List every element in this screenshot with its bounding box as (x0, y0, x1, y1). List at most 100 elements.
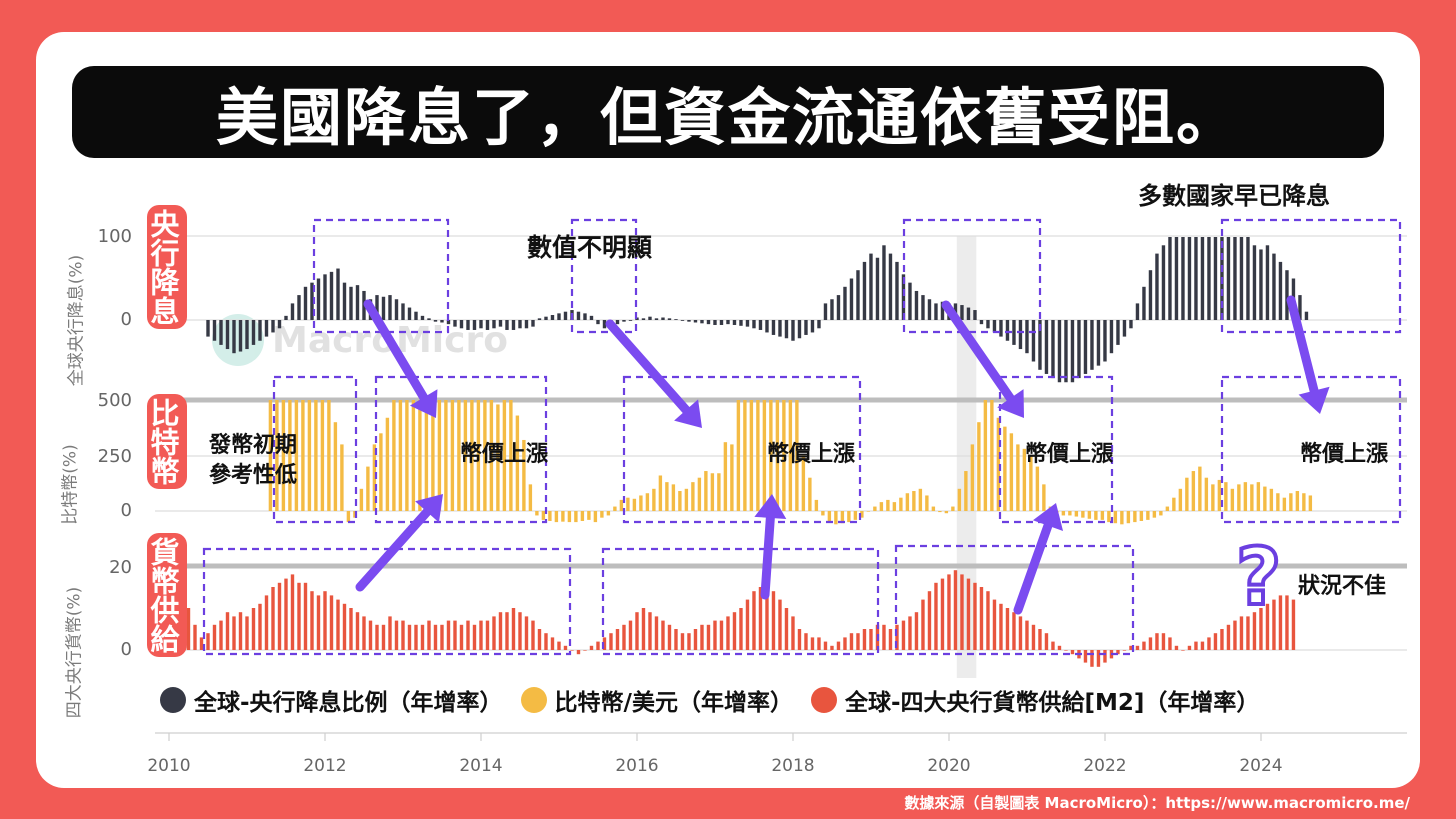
bar-m2-32 (394, 620, 399, 650)
bar-btc-94 (879, 502, 884, 511)
bar-btc-151 (1250, 484, 1254, 511)
bar-rate-104 (882, 245, 886, 320)
bar-m2-42 (459, 624, 464, 650)
bar-btc-110 (983, 400, 988, 511)
bar-m2-56 (550, 637, 555, 650)
bar-rate-146 (1155, 253, 1159, 320)
bar-rate-145 (1148, 270, 1153, 320)
bar-rate-67 (641, 318, 646, 320)
bar-rate-46 (505, 320, 509, 330)
ytick-btc-250: 250 (97, 446, 132, 467)
bar-rate-58 (583, 313, 587, 320)
bar-rate-116 (960, 305, 964, 320)
bar-btc-13 (353, 511, 357, 518)
bar-btc-5 (301, 400, 305, 511)
bar-rate-149 (1174, 237, 1179, 320)
bar-rate-14 (297, 295, 301, 320)
arrow-head-icon-0 (409, 389, 438, 418)
bar-btc-157 (1289, 493, 1293, 511)
bar-m2-26 (355, 612, 360, 650)
bar-rate-17 (316, 278, 321, 320)
bar-rate-111 (927, 299, 932, 320)
bar-rate-87 (771, 320, 776, 335)
bar-m2-34 (407, 624, 412, 650)
bar-btc-153 (1263, 486, 1267, 511)
bar-rate-100 (856, 270, 860, 320)
xtick-2020: 2020 (927, 756, 971, 776)
bar-btc-56 (632, 498, 637, 511)
bar-m2-54 (537, 629, 542, 650)
bar-m2-11 (258, 603, 262, 650)
bar-m2-81 (713, 620, 717, 650)
bar-m2-40 (446, 620, 451, 650)
bar-btc-135 (1146, 511, 1150, 520)
bar-m2-9 (245, 616, 249, 650)
bar-rate-134 (1077, 320, 1081, 379)
bar-btc-76 (762, 400, 767, 511)
bar-m2-4 (212, 624, 217, 650)
legend-swatch-btc (520, 687, 547, 713)
bar-m2-60 (576, 650, 581, 655)
bar-btc-14 (359, 488, 364, 511)
bar-m2-48 (498, 612, 503, 650)
bar-btc-102 (931, 506, 936, 511)
xtick-2012: 2012 (303, 756, 347, 776)
ytick-rate-100: 100 (97, 226, 132, 247)
bar-btc-144 (1204, 477, 1209, 511)
bar-m2-31 (388, 616, 392, 650)
xtick-2014: 2014 (459, 756, 503, 776)
bar-m2-122 (979, 587, 984, 650)
bar-m2-29 (375, 624, 379, 650)
bar-m2-50 (511, 608, 516, 650)
bar-btc-97 (899, 497, 903, 511)
bar-btc-28 (450, 400, 455, 511)
bar-btc-33 (483, 400, 487, 511)
bar-m2-51 (518, 612, 522, 650)
xtick-2010: 2010 (147, 756, 191, 776)
bar-m2-156 (1200, 641, 1205, 650)
bar-rate-45 (498, 320, 503, 327)
bar-m2-99 (830, 645, 834, 650)
bar-btc-25 (431, 400, 435, 511)
bar-rate-19 (329, 271, 334, 320)
highlight-box-3 (1220, 218, 1402, 334)
bar-btc-159 (1302, 493, 1306, 511)
bar-rate-143 (1135, 303, 1140, 320)
bar-rate-77 (706, 320, 711, 325)
panel-label-btc-text: 比特幣 (146, 398, 180, 485)
bar-m2-124 (992, 599, 997, 650)
bar-rate-98 (843, 286, 847, 320)
bar-btc-61 (665, 482, 669, 511)
bar-rate-123 (1005, 320, 1010, 341)
highlight-box-2 (902, 218, 1042, 334)
bar-btc-128 (1100, 511, 1105, 520)
bar-m2-66 (615, 629, 620, 650)
bar-rate-0 (206, 320, 210, 337)
bar-btc-136 (1152, 511, 1157, 518)
bar-rate-28 (388, 295, 392, 320)
bar-btc-19 (392, 400, 396, 511)
bar-m2-90 (771, 591, 776, 650)
bar-m2-112 (914, 612, 919, 650)
bar-rate-57 (576, 311, 581, 320)
legend-item-rate: 全球-央行降息比例（年增率） (160, 683, 503, 717)
bar-m2-97 (817, 637, 821, 650)
bar-btc-116 (1022, 448, 1027, 511)
bar-rate-102 (869, 253, 873, 320)
bar-m2-57 (557, 641, 561, 650)
bar-btc-81 (795, 400, 799, 511)
bar-btc-133 (1133, 511, 1137, 523)
bar-btc-149 (1237, 484, 1241, 511)
bar-rate-76 (700, 320, 704, 324)
bar-m2-84 (732, 612, 737, 650)
bar-rate-47 (511, 320, 516, 330)
bar-m2-47 (492, 616, 496, 650)
bar-btc-152 (1256, 482, 1261, 511)
bar-m2-105 (869, 629, 873, 650)
bar-btc-92 (866, 511, 871, 512)
bar-rate-103 (875, 257, 880, 320)
legend-label-m2: 全球-四大央行貨幣供給[M2]（年增率） (844, 690, 1260, 716)
bar-m2-95 (804, 633, 808, 650)
bar-rate-113 (940, 301, 945, 320)
bar-m2-103 (856, 633, 860, 650)
